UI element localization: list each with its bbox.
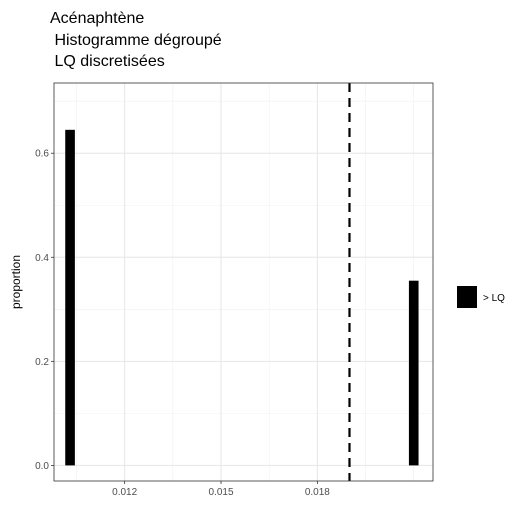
y-tick-label: 0.6 — [35, 149, 49, 160]
plot-panel-background — [54, 83, 433, 481]
legend-label: > LQ — [483, 293, 505, 304]
histogram-bar — [65, 129, 75, 466]
y-tick-label: 0.2 — [35, 357, 49, 368]
y-axis-title: proportion — [9, 255, 23, 309]
bars — [65, 129, 419, 466]
x-tick-label: 0.015 — [209, 487, 234, 498]
y-tick-label: 0.0 — [35, 461, 49, 472]
histogram-bar — [408, 280, 419, 466]
x-axis: 0.012 0.015 0.018 — [112, 481, 330, 498]
chart-title-line-3: LQ discretisées — [50, 53, 165, 70]
x-tick-label: 0.018 — [305, 487, 330, 498]
legend-key-swatch — [457, 286, 477, 308]
chart-title-line-1: Acénaphtène — [50, 10, 145, 27]
y-axis: 0.0 0.2 0.4 0.6 — [35, 149, 54, 472]
chart-title-line-2: Histogramme dégroupé — [50, 32, 222, 49]
plot-panel-border — [53, 82, 434, 482]
legend: > LQ — [457, 286, 505, 308]
major-gridlines — [54, 83, 433, 481]
y-tick-label: 0.4 — [35, 253, 49, 264]
x-tick-label: 0.012 — [112, 487, 137, 498]
